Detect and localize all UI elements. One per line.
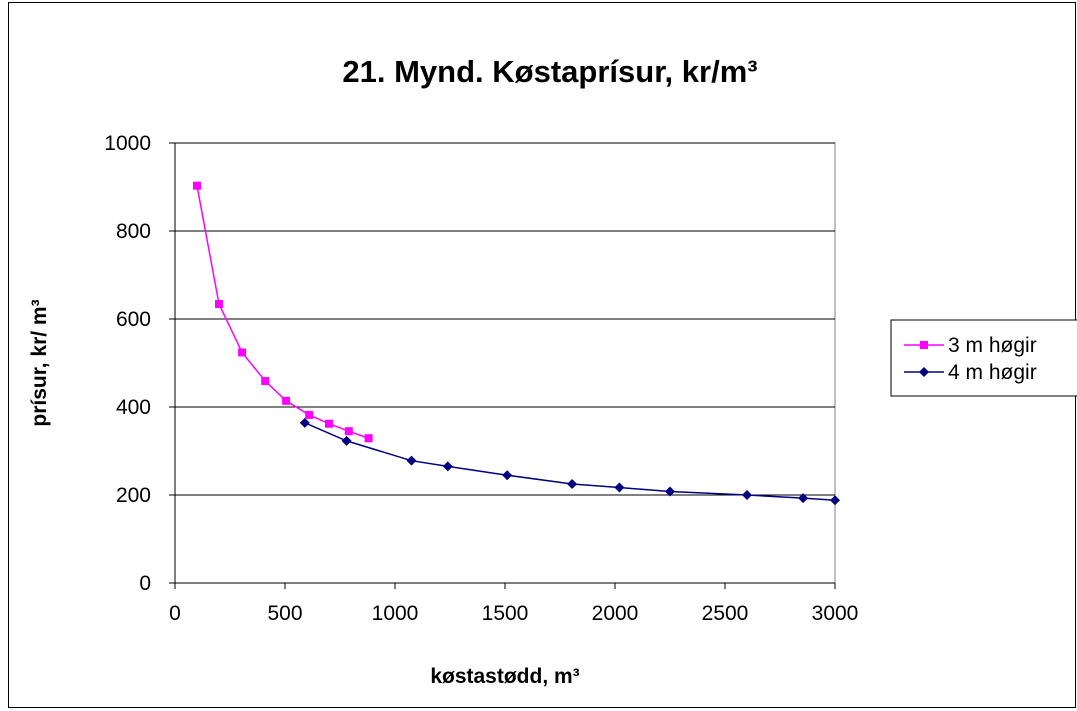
y-tick-label: 400 [116, 396, 151, 419]
legend-entry: 3 m høgir [904, 334, 1037, 357]
tick-labels: 0 200 400 600 800 1000 0 500 1000 1500 2000 2500 300… [104, 132, 858, 625]
data-point [798, 493, 809, 504]
x-axis-label: køstastødd, m³ [430, 665, 579, 688]
y-axis-label: prísur, kr/ m³ [28, 299, 51, 426]
data-point [406, 455, 417, 466]
data-point [364, 434, 373, 443]
data-point [299, 417, 310, 428]
data-point [742, 490, 752, 500]
data-point [282, 396, 291, 405]
legend: 3 m høgir 4 m høgir [890, 319, 1077, 397]
series-2 [299, 417, 840, 506]
data-point [215, 300, 223, 309]
x-tick-label: 3000 [812, 602, 859, 625]
x-tick-label: 500 [267, 602, 302, 625]
y-tick-label: 1000 [104, 132, 151, 155]
data-point [238, 348, 247, 357]
y-tick-label: 0 [139, 572, 151, 595]
x-tick-label: 1000 [372, 602, 419, 625]
data-point [305, 410, 314, 419]
y-tick-label: 600 [116, 308, 151, 331]
x-tick-label: 2500 [702, 602, 749, 625]
data-point [193, 181, 201, 190]
data-point [567, 479, 578, 489]
legend-box [890, 319, 1077, 397]
plot-area [174, 142, 836, 584]
x-tick-label: 1500 [482, 602, 529, 625]
data-point [325, 419, 333, 428]
data-point [665, 486, 675, 497]
series [193, 181, 840, 506]
x-tick-label: 0 [169, 602, 181, 625]
y-tick-label: 800 [116, 220, 151, 243]
grid-lines [169, 142, 836, 589]
data-point [502, 470, 513, 481]
legend-entry: 4 m høgir [904, 361, 1037, 384]
x-tick-label: 2000 [592, 602, 639, 625]
data-point [830, 495, 840, 506]
legend-marker [920, 341, 928, 349]
legend-label: 3 m høgir [948, 334, 1037, 357]
legend-marker [919, 367, 929, 377]
legend-label: 4 m høgir [948, 361, 1037, 384]
y-tick-label: 200 [116, 484, 151, 507]
data-point [614, 482, 625, 493]
series-1 [193, 181, 373, 443]
data-point [261, 377, 270, 386]
axes [174, 143, 835, 584]
chart-title: 21. Mynd. Køstaprísur, kr/m³ [342, 54, 757, 89]
data-point [341, 435, 352, 446]
legend-entries: 3 m høgir 4 m høgir [904, 334, 1037, 384]
data-point [442, 461, 453, 472]
data-point [344, 427, 353, 436]
